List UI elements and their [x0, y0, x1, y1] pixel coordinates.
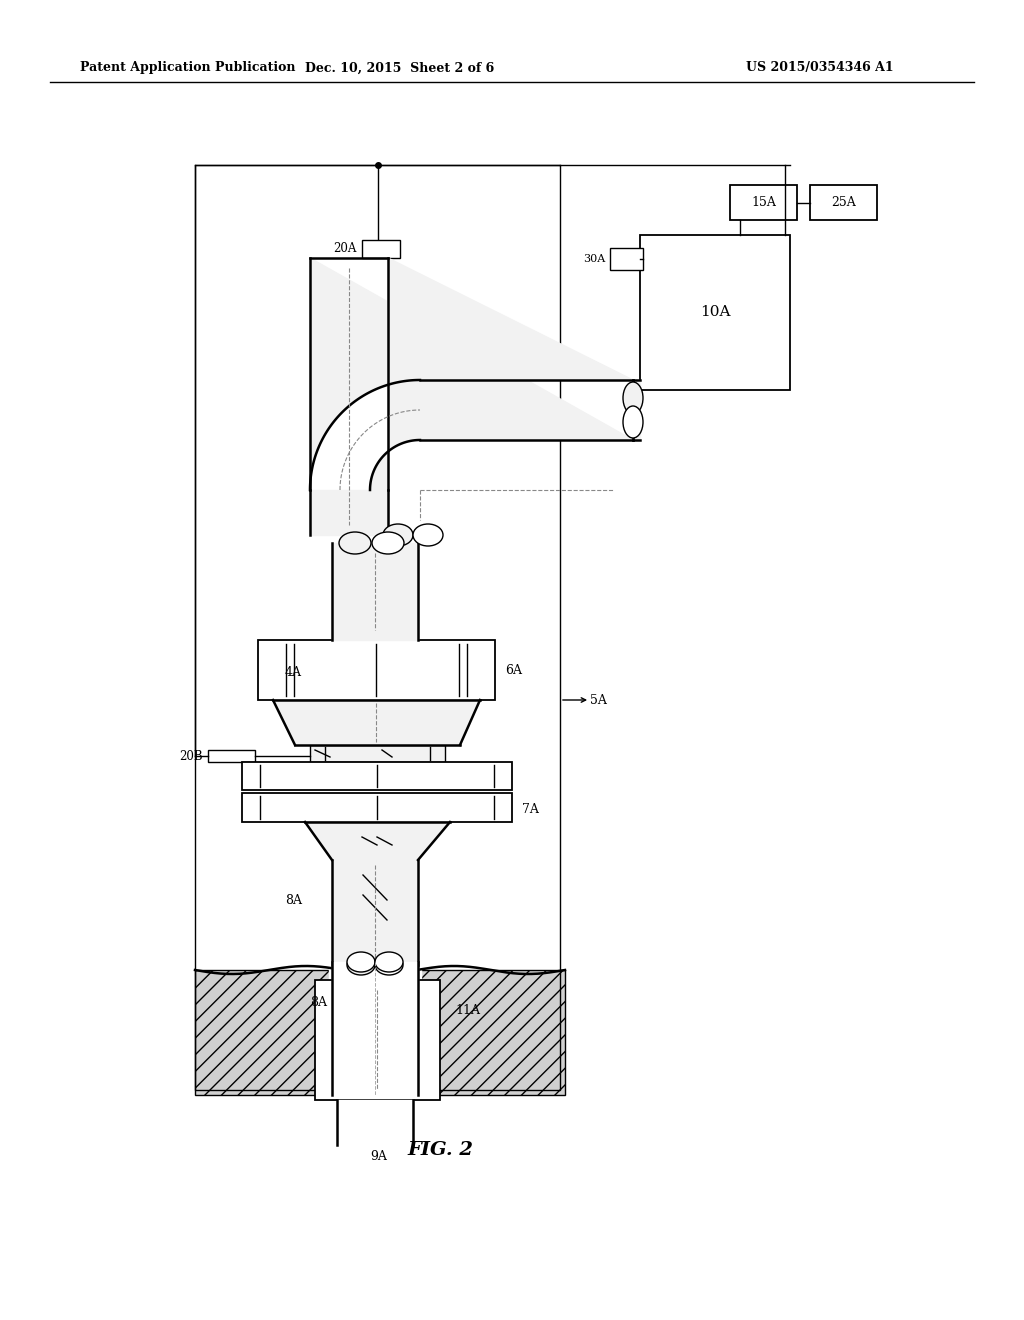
Polygon shape — [332, 861, 418, 965]
Polygon shape — [337, 1100, 413, 1144]
Ellipse shape — [347, 954, 375, 975]
Bar — [610, 248, 643, 271]
Polygon shape — [195, 970, 565, 1096]
Polygon shape — [332, 962, 418, 1096]
Text: 8A: 8A — [310, 995, 327, 1008]
Text: 6A: 6A — [505, 664, 522, 676]
Polygon shape — [305, 822, 450, 861]
Ellipse shape — [623, 381, 643, 414]
Bar — [195, 165, 560, 1090]
Ellipse shape — [383, 524, 413, 546]
Bar — [362, 240, 400, 257]
Text: 20B: 20B — [179, 750, 203, 763]
Bar — [730, 185, 797, 220]
Text: 25A: 25A — [831, 195, 856, 209]
Bar — [315, 979, 440, 1100]
Polygon shape — [633, 380, 640, 440]
Text: 11A: 11A — [455, 1003, 480, 1016]
Bar — [640, 235, 790, 389]
Bar — [242, 762, 512, 789]
Text: 4A: 4A — [285, 667, 302, 680]
Bar — [258, 640, 495, 700]
Ellipse shape — [623, 407, 643, 438]
Bar — [208, 750, 255, 762]
Bar — [810, 185, 877, 220]
Text: US 2015/0354346 A1: US 2015/0354346 A1 — [746, 62, 894, 74]
Ellipse shape — [339, 532, 371, 554]
Text: FIG. 2: FIG. 2 — [407, 1140, 473, 1159]
Text: 15A: 15A — [751, 195, 776, 209]
Polygon shape — [332, 543, 418, 640]
Ellipse shape — [347, 952, 375, 972]
Text: 7A: 7A — [522, 803, 539, 816]
Polygon shape — [310, 257, 633, 490]
Text: 30A: 30A — [583, 253, 605, 264]
Text: 8A: 8A — [285, 894, 302, 907]
Text: 5A: 5A — [590, 693, 607, 706]
Bar — [242, 793, 512, 822]
Bar — [310, 744, 445, 762]
Text: 20A: 20A — [334, 243, 357, 256]
Ellipse shape — [372, 532, 404, 554]
Text: Dec. 10, 2015  Sheet 2 of 6: Dec. 10, 2015 Sheet 2 of 6 — [305, 62, 495, 74]
Polygon shape — [329, 965, 421, 1100]
Ellipse shape — [413, 524, 443, 546]
Polygon shape — [310, 490, 388, 535]
Ellipse shape — [375, 954, 403, 975]
Text: 10A: 10A — [699, 305, 730, 319]
Polygon shape — [273, 700, 480, 744]
Text: Patent Application Publication: Patent Application Publication — [80, 62, 296, 74]
Ellipse shape — [375, 952, 403, 972]
Text: 9A: 9A — [370, 1150, 387, 1163]
